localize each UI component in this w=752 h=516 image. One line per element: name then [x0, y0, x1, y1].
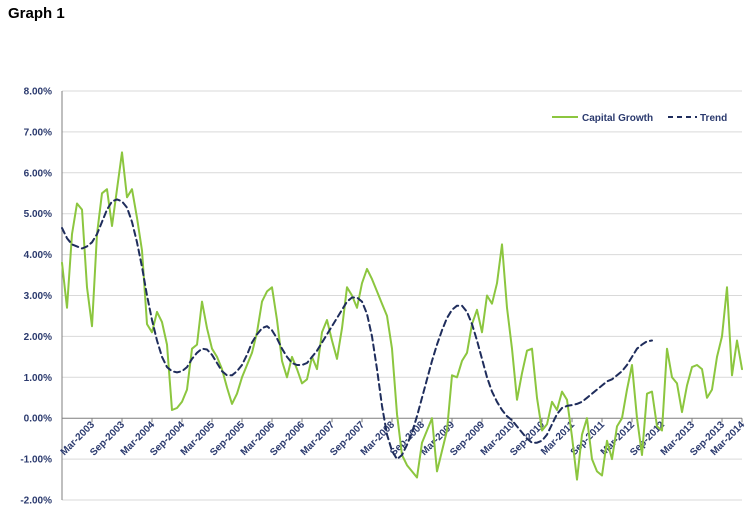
page-title: Graph 1 [8, 5, 65, 22]
y-tick-label: 1.00% [24, 373, 52, 384]
y-tick-label: 8.00% [24, 87, 52, 98]
y-tick-label: 0.00% [24, 414, 52, 425]
legend: Capital Growth Trend [552, 113, 727, 124]
y-tick-label: -1.00% [20, 455, 52, 466]
y-tick-label: 4.00% [24, 250, 52, 261]
series-layer [61, 151, 743, 481]
grid-layer [62, 90, 742, 501]
y-tick-label: 2.00% [24, 332, 52, 343]
axis-layer: 8.00% 7.00% 6.00% 5.00% 4.00% 3.00% 2.00% 1.00%… [20, 87, 747, 507]
legend-label-trend: Trend [700, 113, 727, 124]
legend-label-capital-growth: Capital Growth [582, 113, 653, 124]
y-tick-label: 5.00% [24, 209, 52, 220]
y-tick-label: 7.00% [24, 127, 52, 138]
y-tick-label: 3.00% [24, 291, 52, 302]
series-line-capital-growth [61, 151, 743, 481]
y-tick-label: 6.00% [24, 168, 52, 179]
y-tick-label: -2.00% [20, 496, 52, 507]
series-line-trend [61, 198, 653, 461]
